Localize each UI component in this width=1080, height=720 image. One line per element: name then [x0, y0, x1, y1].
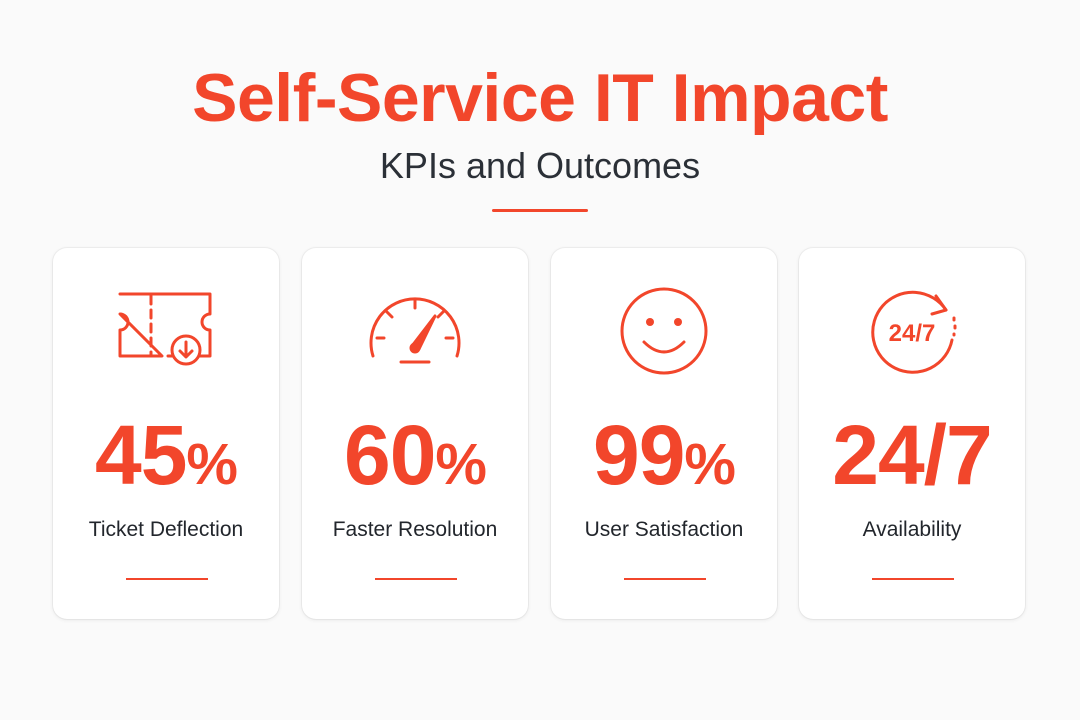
page-subtitle: KPIs and Outcomes [379, 145, 701, 186]
title-divider [492, 209, 588, 212]
page-title: Self-Service IT Impact [192, 60, 888, 136]
card-divider [624, 578, 706, 580]
kpi-label: Ticket Deflection [88, 518, 244, 541]
card-divider [375, 578, 457, 580]
card-divider [872, 578, 954, 580]
kpi-card-faster-resolution: 60% Faster Resolution [302, 248, 528, 619]
kpi-label: Availability [862, 518, 962, 541]
smiley-face-icon [614, 286, 714, 376]
kpi-label: User Satisfaction [584, 518, 744, 541]
kpi-card-user-satisfaction: 99% User Satisfaction [551, 248, 777, 619]
kpi-card-ticket-deflection: 45% Ticket Deflection [53, 248, 279, 619]
speedometer-icon [365, 286, 465, 376]
ticket-download-icon [116, 286, 216, 376]
kpi-value: 99% [592, 408, 736, 502]
clock-24-7-label: 24/7 [889, 320, 936, 347]
kpi-value: 60% [343, 408, 487, 502]
kpi-card-availability: 24/7 24/7 Availability [799, 248, 1025, 619]
clock-24-7-icon: 24/7 [862, 286, 962, 376]
card-divider [126, 578, 208, 580]
kpi-label: Faster Resolution [332, 518, 498, 541]
kpi-value: 45% [94, 408, 238, 502]
kpi-value: 24/7 [832, 408, 992, 502]
